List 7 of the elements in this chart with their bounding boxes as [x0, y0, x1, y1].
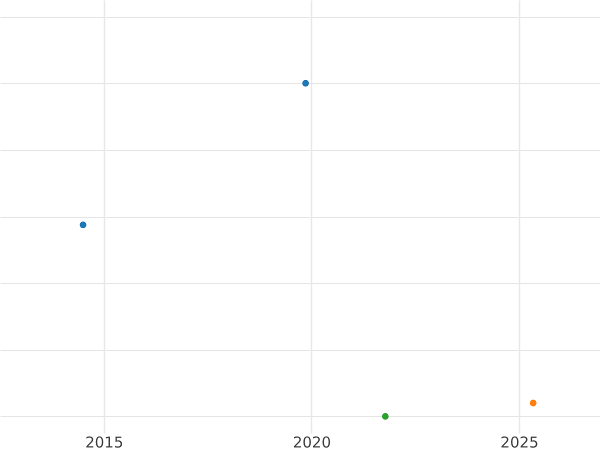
x-tick-label: 2020	[292, 434, 332, 450]
point	[382, 413, 389, 420]
x-tick-label: 2015	[85, 434, 124, 450]
point	[80, 221, 86, 228]
point	[530, 400, 537, 406]
x-tick-label: 2025	[500, 434, 539, 450]
point	[302, 80, 309, 87]
